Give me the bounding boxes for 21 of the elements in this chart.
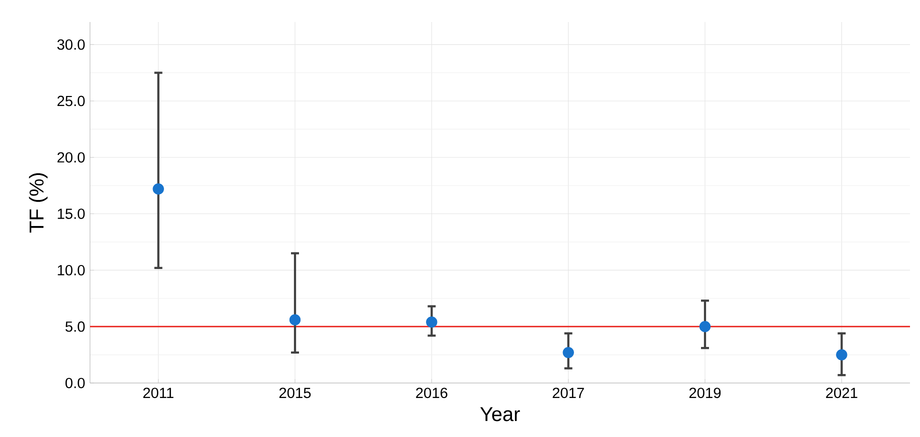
- point: [152, 183, 164, 195]
- point: [699, 320, 711, 332]
- y-axis-title: TF (%): [28, 173, 48, 233]
- point: [426, 316, 438, 328]
- x-tick-label: 2021: [826, 388, 858, 398]
- y-tick-label: 10.0: [58, 265, 85, 276]
- y-tick-label: 25.0: [57, 96, 85, 106]
- x-tick-label: 2019: [689, 388, 721, 398]
- x-tick-label: 2011: [143, 388, 174, 398]
- x-axis-title: Year: [480, 407, 520, 422]
- x-tick-label: 2015: [279, 388, 311, 398]
- y-tick-label: 0.0: [65, 378, 85, 388]
- y-tick-label: 30.0: [57, 39, 85, 50]
- x-tick-label: 2016: [416, 388, 448, 398]
- point: [289, 314, 301, 326]
- y-tick-label: 5.0: [65, 321, 85, 332]
- y-tick-label: 20.0: [57, 152, 85, 163]
- x-tick-label: 2017: [552, 388, 584, 398]
- point: [562, 346, 574, 358]
- y-tick-label: 15.0: [58, 208, 85, 219]
- point: [836, 349, 848, 360]
